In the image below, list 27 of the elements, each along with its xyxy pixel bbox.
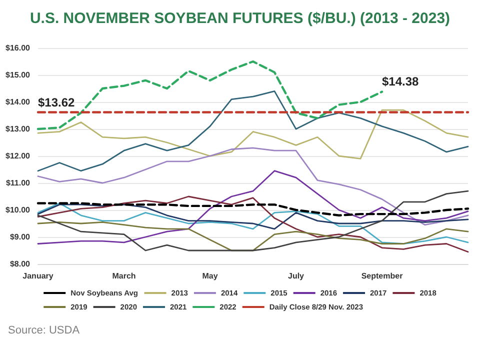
line-series	[37, 204, 469, 230]
x-tick-label: September	[361, 272, 403, 280]
y-tick-label: $10.00	[6, 206, 31, 214]
y-tick-label: $14.00	[6, 98, 31, 106]
x-tick-label: March	[112, 272, 136, 280]
data-label: $13.62	[38, 95, 76, 110]
line-series	[37, 221, 469, 252]
source-note: Source: USDA	[8, 324, 80, 336]
y-tick-label: $11.00	[6, 178, 31, 188]
line-series	[37, 147, 469, 226]
line-series	[37, 170, 469, 244]
line-series	[37, 109, 469, 160]
line-series	[36, 202, 470, 216]
x-tick-label: January	[22, 272, 54, 280]
line-series	[37, 202, 469, 244]
data-label: $14.38	[382, 74, 420, 89]
y-tick-label: $13.00	[6, 124, 31, 134]
y-tick-label: $8.00	[10, 260, 31, 268]
x-tick-label: May	[202, 272, 218, 280]
chart-title: U.S. NOVEMBER SOYBEAN FUTURES ($/BU.) (2013 - 2023)	[30, 10, 450, 27]
line-series	[37, 90, 469, 172]
y-tick-label: $12.00	[6, 152, 31, 160]
y-tick-label: $9.00	[10, 232, 31, 242]
line-series	[36, 60, 384, 130]
y-tick-label: $15.00	[6, 70, 31, 80]
y-tick-label: $16.00	[6, 44, 31, 52]
x-tick-label: July	[288, 272, 305, 280]
